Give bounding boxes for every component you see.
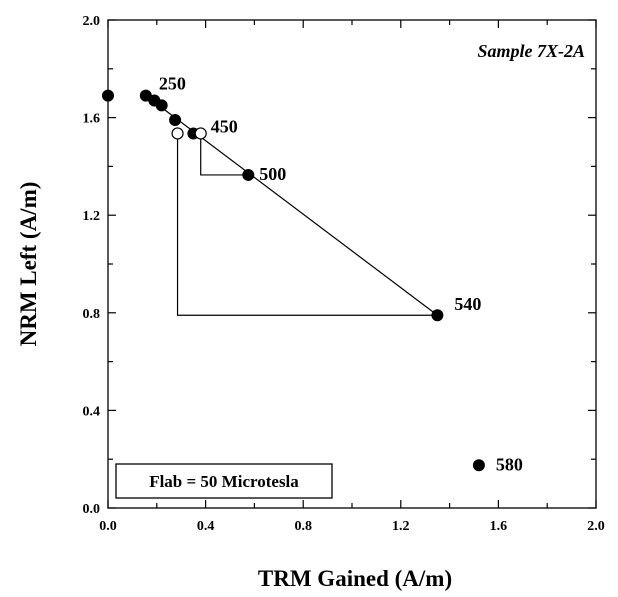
legend-text: Flab = 50 Microtesla — [149, 472, 299, 491]
data-point-filled — [242, 168, 255, 181]
data-point-open — [194, 127, 207, 140]
x-tick-label: 0.0 — [99, 519, 117, 534]
data-point-filled — [102, 89, 114, 102]
data-point-filled — [155, 99, 168, 112]
x-axis-label: TRM Gained (A/m) — [258, 566, 452, 591]
x-tick-label: 1.6 — [490, 519, 508, 534]
ptrm-check-line — [200, 133, 249, 176]
y-tick-label: 2.0 — [83, 14, 101, 29]
point-label: 540 — [454, 294, 481, 314]
y-axis-label: NRM Left (A/m) — [16, 182, 41, 347]
y-tick-label: 1.2 — [83, 209, 101, 224]
data-point-filled — [431, 309, 444, 322]
y-tick-label: 0.8 — [83, 307, 101, 322]
data-point-open — [171, 127, 184, 140]
point-label: 580 — [496, 454, 523, 474]
point-label: 450 — [211, 116, 238, 136]
data-point-filled — [169, 114, 182, 127]
x-tick-label: 0.8 — [294, 519, 312, 534]
chart-title: Sample 7X-2A — [477, 41, 585, 61]
point-label: 500 — [259, 164, 286, 184]
data-point-filled — [472, 459, 485, 472]
y-tick-label: 1.6 — [83, 112, 101, 127]
x-tick-label: 1.2 — [392, 519, 410, 534]
y-tick-label: 0.0 — [83, 502, 101, 517]
x-tick-label: 2.0 — [587, 519, 605, 534]
fit-line — [145, 95, 438, 316]
ptrm-check-line — [176, 133, 438, 316]
legend-box — [115, 463, 333, 499]
point-label: 250 — [159, 74, 186, 94]
x-tick-label: 0.4 — [197, 519, 215, 534]
y-tick-label: 0.4 — [83, 404, 101, 419]
